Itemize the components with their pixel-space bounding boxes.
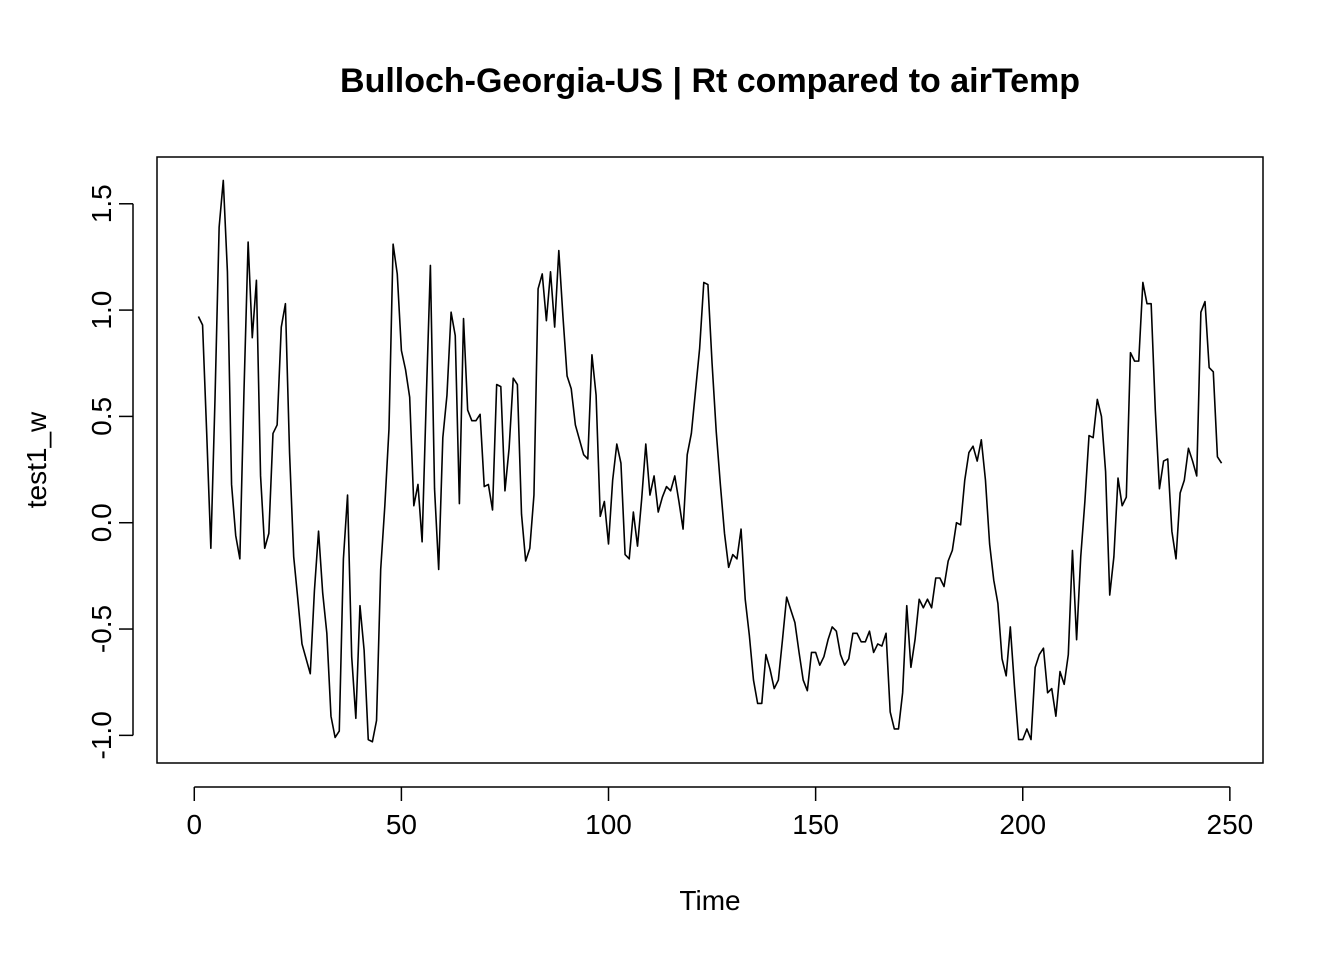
x-axis: 0 50 100 150 200 250 bbox=[186, 786, 1254, 840]
x-tick-label: 200 bbox=[999, 809, 1046, 840]
x-axis-label: Time bbox=[679, 885, 740, 916]
x-tick-label: 250 bbox=[1207, 809, 1254, 840]
y-axis-label: test1_w bbox=[21, 411, 52, 508]
x-tick-label: 150 bbox=[792, 809, 839, 840]
y-tick-label: 0.0 bbox=[86, 503, 117, 542]
y-tick-label: 0.5 bbox=[86, 397, 117, 436]
y-tick-label: -0.5 bbox=[86, 605, 117, 653]
y-tick-label: 1.0 bbox=[86, 291, 117, 330]
y-tick-label: -1.0 bbox=[86, 711, 117, 759]
y-axis: -1.0 -0.5 0.0 0.5 1.0 1.5 bbox=[86, 184, 134, 759]
plot-frame bbox=[156, 156, 1264, 764]
chart-title: Bulloch-Georgia-US | Rt compared to airT… bbox=[340, 62, 1080, 100]
x-tick-label: 50 bbox=[386, 809, 417, 840]
x-tick-label: 0 bbox=[186, 809, 202, 840]
series-layer bbox=[197, 179, 1223, 743]
y-tick-label: 1.5 bbox=[86, 184, 117, 223]
series-line bbox=[197, 179, 1223, 743]
x-tick-label: 100 bbox=[585, 809, 632, 840]
